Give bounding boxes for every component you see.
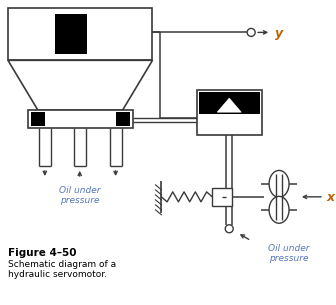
Text: y: y [275,27,283,40]
Text: Schematic diagram of a: Schematic diagram of a [8,260,116,269]
Polygon shape [8,60,153,110]
Text: Oil under
pressure: Oil under pressure [59,186,100,205]
Ellipse shape [269,196,289,223]
Text: hydraulic servomotor.: hydraulic servomotor. [8,270,107,278]
Bar [116,112,130,126]
Circle shape [225,225,233,233]
Text: Figure 4–50: Figure 4–50 [8,248,77,258]
Circle shape [247,28,255,36]
Polygon shape [217,98,241,112]
Bar [8,9,153,60]
Bar [199,92,260,114]
Text: x: x [327,191,335,204]
Bar [28,110,133,128]
Bar [212,188,232,206]
Bar [197,90,262,135]
Bar [55,14,87,54]
Text: Oil under
pressure: Oil under pressure [268,244,310,263]
Ellipse shape [269,170,289,197]
Bar [31,112,45,126]
